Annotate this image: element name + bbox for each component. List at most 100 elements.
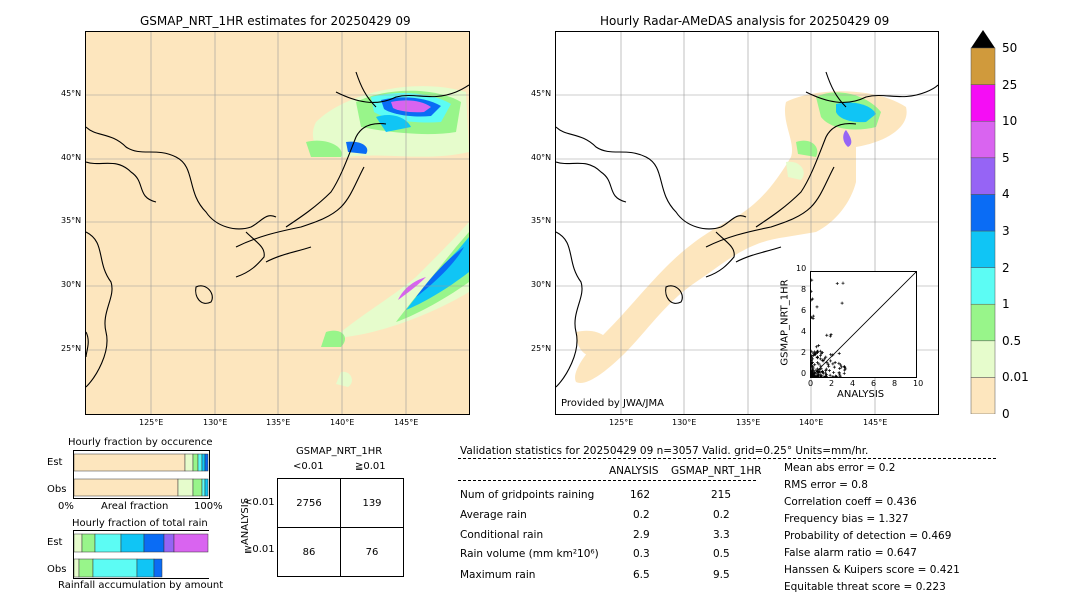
scatter-point [829,353,833,357]
right-coastlines [556,71,938,388]
scatter-point [823,357,827,361]
right-lat-label: 40°N [531,153,552,162]
scatter-point [816,372,820,376]
colorbar-cell [970,230,996,268]
colorbar-label: 0.5 [1002,333,1022,348]
scatter-point [811,366,815,370]
left-rain-fields [306,86,469,387]
validation-row-analysis: 162 [630,489,651,501]
colorbar-extend-arrow [971,30,995,48]
scatter-y-tick: 2 [801,348,807,357]
colorbar-cells [970,47,996,415]
contingency-title: GSMAP_NRT_1HR [296,446,383,457]
right-lon-label: 130°E [672,418,697,427]
colorbar-label: 3 [1002,224,1010,238]
occurrence-row-obs: Obs [47,484,67,495]
scatter-point [821,371,825,375]
right-lon-label: 125°E [609,418,634,427]
scatter-point [831,353,835,357]
scatter-point [817,362,821,366]
colorbar-canvas [970,30,996,415]
validation-table-rule [458,480,756,481]
colorbar-cell [970,84,996,122]
contingency-cell: 2756 [277,478,341,528]
right-map: ANALYSIS GSMAP_NRT_1HR 0 0 2 2 4 4 6 6 8 8 10 10 Pr… [555,31,939,415]
occurrence-title: Hourly fraction by occurence [68,437,213,448]
scatter-point [814,345,818,349]
scatter-canvas [811,272,916,377]
colorbar [970,30,1000,415]
occurrence-chart [73,450,210,499]
scatter-point [815,361,819,365]
right-map-title: Hourly Radar-AMeDAS analysis for 2025042… [600,14,890,28]
validation-row-label: Conditional rain [460,529,544,541]
contingency-table: 2756 139 86 76 [277,478,404,577]
left-map-canvas [86,32,469,414]
colorbar-label: 0 [1002,407,1010,421]
scatter-point [811,297,815,301]
scatter-point [843,365,847,369]
scatter-point [833,374,837,377]
scatter-xlabel: ANALYSIS [837,389,885,400]
scatter-point [825,374,829,377]
left-map-title: GSMAP_NRT_1HR estimates for 20250429 09 [140,14,411,28]
scatter-point [835,281,839,285]
scatter-y-tick: 6 [801,306,807,315]
validation-row-label: Average rain [460,509,527,521]
contingency-cell: 76 [340,527,404,577]
validation-score: Mean abs error = 0.2 [784,462,896,474]
scatter-point [817,370,821,374]
colorbar-label: 1 [1002,297,1010,312]
left-gridlines [86,32,469,414]
scatter-point [824,355,828,359]
colorbar-cell [970,340,996,378]
validation-score: False alarm ratio = 0.647 [784,547,917,559]
right-map-canvas [556,32,938,414]
occurrence-row-est: Est [47,457,63,468]
total-rain-footer: Rainfall accumulation by amount [58,580,224,591]
scatter-y-tick: 4 [801,327,807,336]
colorbar-label: 2 [1002,260,1010,275]
diagonal-line [811,272,916,377]
scatter-point [841,281,845,285]
scatter-point [813,350,817,354]
scatter-point [817,344,821,348]
scatter-point [828,369,832,373]
contingency-row2: ≧0.01 [244,544,275,555]
colorbar-label: 0.01 [1002,370,1029,385]
scatter-point [816,367,820,371]
colorbar-cell [970,157,996,195]
scatter-point [815,305,819,309]
validation-row-analysis: 0.2 [633,509,650,521]
colorbar-label: 4 [1002,187,1010,202]
right-lon-label: 140°E [799,418,824,427]
colorbar-label: 10 [1002,114,1018,129]
scatter-point [818,357,822,361]
validation-score: Probability of detection = 0.469 [784,530,952,542]
scatter-point [811,374,813,377]
right-lat-label: 35°N [531,216,552,225]
scatter-x-tick: 2 [829,379,835,388]
right-lon-label: 135°E [736,418,761,427]
colorbar-cell [970,303,996,342]
scatter-point [838,375,842,377]
left-map [85,31,470,415]
scatter-point [821,359,825,363]
right-lon-label: 145°E [863,418,888,427]
contingency-cell: 86 [277,527,341,577]
colorbar-label: 50 [1002,41,1018,55]
total-rain-row-est: Est [47,537,63,548]
scatter-point [815,355,819,359]
scatter-point [818,353,822,357]
scatter-x-tick: 10 [913,379,924,388]
left-lon-label: 140°E [330,418,355,427]
right-lat-label: 45°N [531,89,552,98]
scatter-point [811,278,814,282]
validation-row-label: Maximum rain [460,569,536,581]
scatter-point [839,363,843,367]
scatter-point [816,374,820,377]
scatter-point [811,368,815,372]
validation-row-label: Num of gridpoints raining [460,489,595,501]
occurrence-axis-right: 100% [194,501,223,512]
occurrence-bars [73,453,209,497]
